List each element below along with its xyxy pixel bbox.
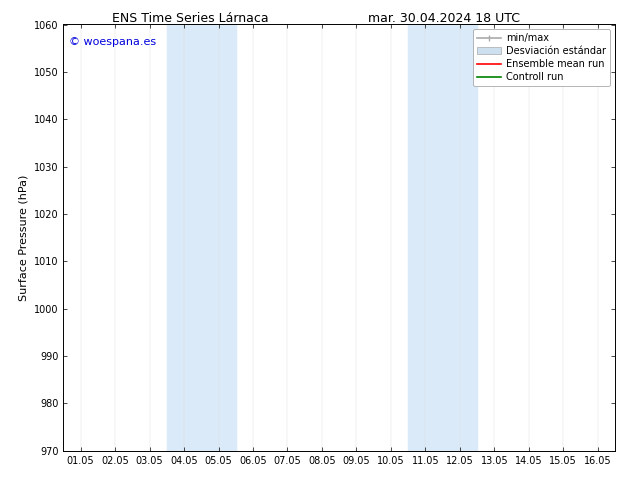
Legend: min/max, Desviación estándar, Ensemble mean run, Controll run: min/max, Desviación estándar, Ensemble m… bbox=[473, 29, 610, 86]
Text: ENS Time Series Lárnaca: ENS Time Series Lárnaca bbox=[112, 12, 269, 25]
Text: © woespana.es: © woespana.es bbox=[69, 37, 156, 48]
Bar bbox=[408, 24, 477, 451]
Bar bbox=[167, 24, 236, 451]
Text: mar. 30.04.2024 18 UTC: mar. 30.04.2024 18 UTC bbox=[368, 12, 520, 25]
Y-axis label: Surface Pressure (hPa): Surface Pressure (hPa) bbox=[18, 174, 29, 301]
